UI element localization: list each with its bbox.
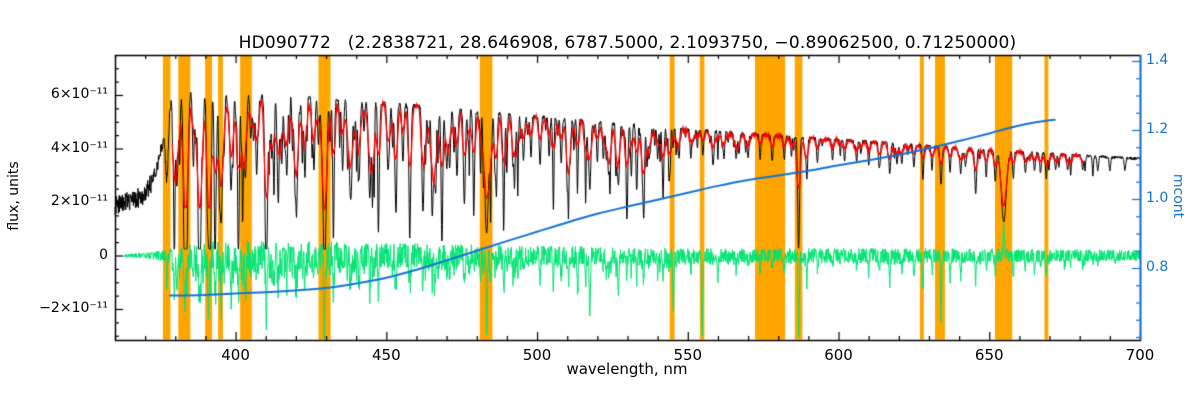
y-right-tick-label: 1.0 xyxy=(1146,190,1169,206)
chart-title: HD090772 (2.2838721, 28.646908, 6787.500… xyxy=(238,33,1017,53)
x-tick-label: 600 xyxy=(824,346,853,364)
y-left-tick-label: 4×10⁻¹¹ xyxy=(50,139,108,156)
x-axis-label: wavelength, nm xyxy=(566,360,688,378)
x-tick-label: 550 xyxy=(673,346,703,364)
y-left-tick-label: −2×10⁻¹¹ xyxy=(39,300,108,316)
y-right-tick-label: 1.4 xyxy=(1146,52,1169,68)
y-left-tick-label: 6×10⁻¹¹ xyxy=(50,86,108,102)
y-left-tick-label: 2×10⁻¹¹ xyxy=(50,193,108,209)
y-right-tick-label: 1.2 xyxy=(1146,121,1169,137)
x-tick-label: 400 xyxy=(221,346,250,364)
y-left-tick-label: 0 xyxy=(99,246,108,263)
x-tick-label: 450 xyxy=(371,346,401,364)
x-tick-label: 700 xyxy=(1125,346,1155,364)
y-right-tick-label: 0.8 xyxy=(1146,259,1169,275)
y-axis-label-right: mcont xyxy=(1170,173,1186,219)
x-tick-label: 500 xyxy=(522,346,552,364)
x-tick-label: 650 xyxy=(974,346,1004,364)
